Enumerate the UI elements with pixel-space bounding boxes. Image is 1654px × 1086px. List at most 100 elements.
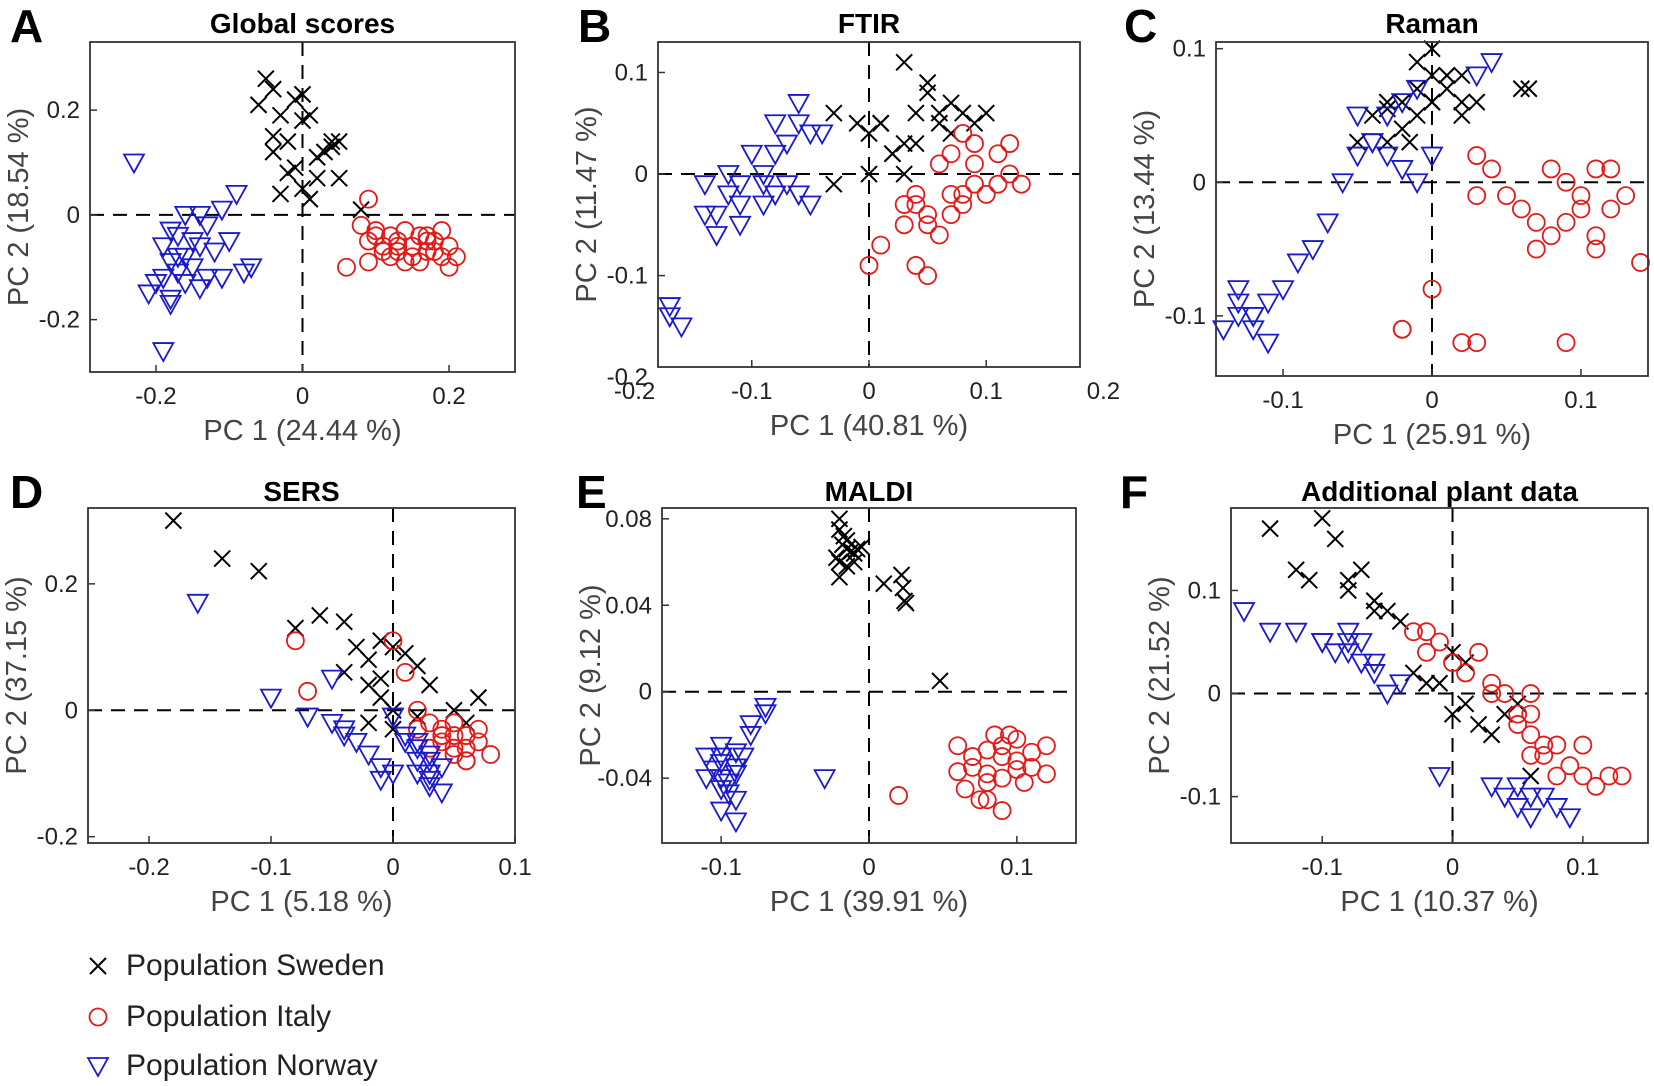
y-tick-label: 0.2 (47, 97, 80, 124)
data-point (929, 225, 949, 245)
data-point (444, 738, 464, 758)
data-point (1378, 602, 1397, 620)
y-tick-label: 0.1 (1173, 36, 1206, 63)
data-point (407, 719, 427, 739)
data-point (787, 185, 811, 207)
data-point (1037, 764, 1056, 784)
data-point (970, 790, 990, 810)
data-point (860, 165, 878, 183)
x-tick-label: -0.2 (128, 854, 169, 881)
data-point (279, 132, 297, 151)
data-point (717, 784, 741, 806)
data-point (918, 215, 938, 235)
data-point (942, 94, 960, 112)
data-point (988, 174, 1008, 194)
data-point (724, 812, 748, 834)
data-point (1469, 642, 1488, 662)
data-point (1616, 186, 1636, 206)
data-point (1560, 756, 1580, 776)
data-point (188, 205, 212, 227)
data-point (948, 736, 968, 756)
data-point (1511, 199, 1531, 219)
x-tick-label: 0 (862, 378, 875, 405)
data-point (1408, 53, 1426, 71)
y-tick-label: -0.1 (607, 263, 648, 290)
data-point (285, 631, 305, 651)
data-point (739, 715, 763, 736)
data-point (716, 165, 740, 186)
data-point (1261, 519, 1279, 538)
data-point (1313, 509, 1331, 528)
data-point (906, 195, 926, 214)
data-point (1388, 674, 1412, 696)
data-point (359, 252, 378, 272)
data-point (728, 195, 752, 217)
data-point (293, 111, 312, 130)
data-point (264, 80, 282, 98)
data-point (1331, 173, 1355, 195)
x-tick-label: 0.1 (1564, 387, 1597, 414)
data-point (1405, 173, 1429, 195)
data-point (1558, 808, 1582, 830)
series-population-norway (694, 697, 837, 834)
y-axis-label: PC 2 (9.12 %) (575, 584, 607, 766)
data-point (1271, 280, 1295, 302)
data-point (151, 268, 175, 290)
data-point (181, 232, 205, 253)
data-point (852, 538, 871, 556)
data-point (418, 770, 442, 792)
data-point (166, 263, 190, 285)
data-point (658, 307, 682, 329)
data-point (825, 104, 843, 122)
data-point (444, 745, 464, 764)
data-point (410, 252, 430, 272)
data-point (320, 714, 344, 735)
legend-symbol (89, 957, 107, 975)
data-point (301, 190, 319, 208)
data-point (1360, 133, 1384, 155)
data-point (1417, 622, 1436, 642)
data-point (293, 85, 312, 104)
data-point (1482, 684, 1502, 703)
data-point (1586, 776, 1606, 796)
data-point (1408, 106, 1426, 125)
data-point (384, 638, 402, 656)
data-point (408, 657, 427, 675)
data-point (1467, 186, 1487, 206)
y-tick-label: -0.1 (1165, 303, 1206, 330)
data-point (1453, 106, 1471, 125)
data-point (694, 769, 718, 791)
data-point (1519, 808, 1543, 830)
data-point (955, 779, 975, 799)
data-point (418, 764, 442, 786)
data-point (122, 153, 146, 175)
data-point (293, 179, 312, 198)
data-point (1393, 120, 1411, 138)
data-point (1362, 653, 1386, 675)
panel-letter: B (578, 0, 611, 52)
data-point (1430, 632, 1449, 652)
data-point (751, 165, 776, 186)
data-point (889, 786, 908, 805)
y-tick-label: 0.1 (615, 59, 648, 86)
data-point (941, 144, 961, 164)
data-point (1417, 642, 1436, 662)
data-point (308, 169, 326, 187)
x-axis-label: PC 1 (25.91 %) (1333, 419, 1531, 451)
data-point (1014, 773, 1034, 792)
x-tick-label: -0.2 (614, 378, 655, 405)
data-point (1467, 93, 1486, 111)
data-point (249, 96, 268, 114)
data-point (1521, 745, 1541, 765)
data-point (1241, 306, 1265, 328)
data-point (332, 720, 356, 742)
data-point (264, 143, 282, 161)
x-tick-label: 0.1 (1000, 854, 1033, 881)
data-point (709, 736, 733, 758)
data-point (705, 205, 729, 227)
data-point (210, 268, 234, 290)
panel-letter: D (10, 466, 43, 518)
data-point (717, 773, 741, 795)
legend-item-norway: Population Norway (86, 1049, 378, 1082)
data-point (1512, 80, 1531, 98)
